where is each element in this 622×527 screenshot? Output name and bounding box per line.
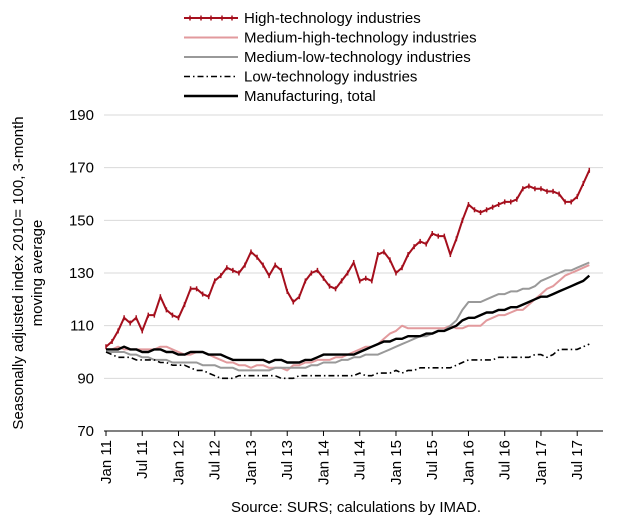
y-axis-label-line1: Seasonally adjusted index 2010= 100, 3-m… — [10, 116, 27, 429]
x-tick-label: Jul 12 — [207, 440, 224, 480]
y-axis: 190 170 150 130 110 90 70 — [69, 107, 94, 440]
x-tick-label: Jan 16 — [460, 440, 477, 485]
x-tick-label: Jul 15 — [424, 440, 441, 480]
source-note: Source: SURS; calculations by IMAD. — [231, 499, 481, 516]
x-tick-label: Jul 13 — [279, 440, 296, 480]
y-tick-label: 170 — [69, 160, 94, 177]
legend-label: Medium-low-technology industries — [244, 49, 471, 66]
y-tick-label: 90 — [77, 370, 94, 387]
x-tick-label: Jan 14 — [315, 440, 332, 485]
y-tick-label: 130 — [69, 265, 94, 282]
y-tick-label: 70 — [77, 423, 94, 440]
x-tick-label: Jul 17 — [569, 440, 586, 480]
y-tick-label: 150 — [69, 212, 94, 229]
series-line — [105, 343, 590, 380]
legend-label: Manufacturing, total — [244, 88, 376, 105]
x-tick-label: Jan 11 — [98, 440, 115, 484]
y-tick-label: 190 — [69, 107, 94, 124]
y-tick-label: 110 — [70, 318, 94, 335]
x-tick-label: Jan 15 — [388, 440, 405, 485]
x-tick-label: Jan 13 — [243, 440, 260, 485]
x-tick-label: Jul 11 — [134, 440, 151, 479]
plot-series — [105, 167, 591, 380]
legend-label: Medium-high-technology industries — [244, 30, 477, 47]
legend-label: Low-technology industries — [244, 69, 417, 86]
x-axis: Jan 11 Jul 11 Jan 12 Jul 12 Jan 13 Jul 13 Jan … — [98, 430, 603, 485]
y-axis-label-line2: moving average — [29, 220, 46, 327]
x-tick-label: Jul 14 — [352, 440, 369, 480]
series-line — [106, 261, 590, 372]
x-tick-label: Jan 17 — [533, 440, 550, 485]
legend: High-technology industries Medium-high-te… — [184, 10, 477, 105]
gridlines — [104, 114, 603, 432]
x-tick-label: Jan 12 — [170, 440, 187, 485]
legend-label: High-technology industries — [244, 10, 421, 27]
series-line — [106, 274, 591, 364]
x-tick-label: Jul 16 — [497, 440, 514, 480]
